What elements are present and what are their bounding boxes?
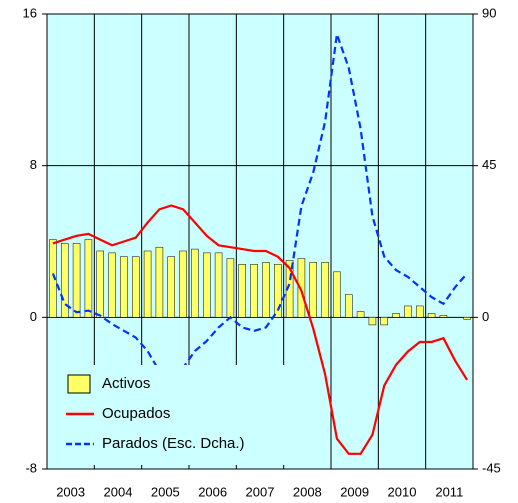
bar [191, 248, 199, 318]
bar [427, 313, 436, 318]
bar [356, 311, 365, 318]
bar [167, 256, 175, 318]
y2-tick-label: 45 [482, 157, 496, 172]
line-2 [51, 33, 468, 383]
x-tick-label: 2011 [435, 484, 463, 499]
bar [155, 246, 164, 318]
y-tick-label: 0 [30, 309, 37, 324]
bar [416, 305, 424, 318]
legend-label: Parados (Esc. Dcha.) [102, 435, 245, 452]
bar [132, 256, 140, 318]
legend-label: Ocupados [102, 405, 170, 422]
bar [380, 317, 388, 326]
bar [143, 250, 152, 318]
y2-tick-label: 90 [482, 5, 496, 20]
bar [404, 305, 412, 318]
line-1 [52, 204, 469, 455]
bar [108, 252, 116, 318]
bar [333, 271, 341, 318]
bar [392, 313, 400, 318]
bar [321, 262, 329, 318]
x-tick-label: 2003 [56, 484, 85, 499]
legend-label: Activos [102, 375, 150, 392]
bar [463, 317, 471, 320]
y-tick-label: 16 [23, 5, 37, 20]
x-tick-label: 2005 [151, 484, 180, 499]
bar [214, 252, 223, 318]
bar [49, 239, 57, 318]
y-tick-label: -8 [25, 460, 37, 475]
bar [250, 264, 258, 318]
bar [274, 264, 282, 318]
bar [61, 243, 69, 318]
bar [368, 317, 377, 326]
bar [120, 256, 128, 318]
x-tick-label: 2009 [340, 484, 369, 499]
legend-swatch [67, 374, 91, 394]
bar [238, 264, 246, 318]
y2-tick-label: 0 [482, 309, 489, 324]
bar [203, 252, 211, 318]
y2-tick-label: -45 [482, 460, 501, 475]
bar [297, 258, 306, 318]
bar [72, 243, 81, 318]
bar [262, 262, 270, 318]
bar [309, 262, 317, 318]
bar [226, 258, 235, 318]
x-tick-label: 2007 [246, 484, 275, 499]
x-tick-label: 2006 [198, 484, 227, 499]
bar [345, 294, 353, 318]
x-tick-label: 2004 [104, 484, 133, 499]
x-tick-label: 2010 [388, 484, 417, 499]
bar [439, 315, 448, 318]
x-tick-label: 2008 [293, 484, 322, 499]
bar [84, 239, 93, 318]
y-tick-label: 8 [30, 157, 37, 172]
bar [96, 250, 104, 318]
bar [179, 250, 187, 318]
